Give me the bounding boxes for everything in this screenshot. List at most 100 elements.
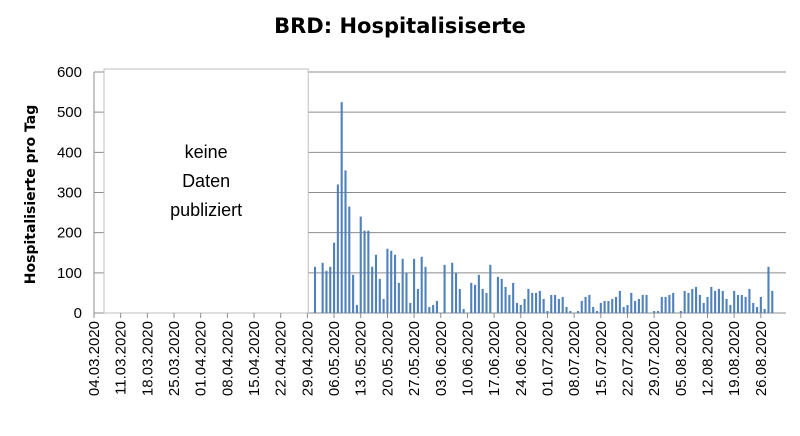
- bar: [378, 278, 381, 313]
- bar: [355, 304, 358, 313]
- no-data-annotation-line: keine: [185, 142, 228, 162]
- bar: [519, 304, 522, 313]
- bar: [576, 310, 579, 313]
- bar: [717, 288, 720, 313]
- bar: [736, 294, 740, 313]
- bar: [706, 296, 709, 313]
- bar: [702, 302, 705, 313]
- bar: [668, 294, 671, 313]
- bar: [458, 288, 461, 313]
- bar: [413, 258, 416, 313]
- bar: [759, 296, 762, 313]
- bar: [615, 296, 618, 313]
- bar: [740, 294, 743, 313]
- bar: [420, 256, 423, 313]
- bar: [390, 250, 393, 313]
- bar: [626, 304, 629, 313]
- bar: [527, 288, 530, 313]
- bar: [721, 290, 724, 313]
- bar: [683, 290, 686, 313]
- bar: [592, 306, 595, 313]
- chart-title: BRD: Hospitalisiserte: [274, 14, 526, 38]
- bar: [333, 242, 336, 313]
- bar: [569, 310, 572, 313]
- bar: [752, 302, 755, 313]
- bar: [363, 230, 366, 313]
- bar: [416, 288, 419, 313]
- bar: [729, 304, 732, 313]
- bar: [698, 294, 701, 313]
- bar: [672, 292, 675, 313]
- bar: [534, 292, 538, 313]
- x-tick-label: 29.07.2020: [646, 321, 663, 396]
- bar: [679, 310, 682, 313]
- bar: [325, 270, 328, 313]
- bar: [714, 290, 717, 313]
- bar: [588, 294, 591, 313]
- bar: [542, 298, 545, 313]
- bar: [474, 284, 477, 313]
- bar: [710, 286, 713, 313]
- x-tick-label: 11.03.2020: [113, 321, 130, 395]
- bar: [550, 294, 553, 313]
- bar: [637, 298, 640, 313]
- bar: [531, 292, 534, 313]
- bar: [744, 296, 747, 313]
- bar: [443, 264, 446, 313]
- bar: [382, 298, 385, 313]
- bar: [691, 288, 694, 313]
- x-tick-label: 05.08.2020: [673, 321, 690, 396]
- x-tick-label: 15.07.2020: [593, 321, 610, 396]
- bar: [622, 306, 625, 313]
- bar: [755, 306, 759, 313]
- y-tick-label: 400: [57, 144, 82, 161]
- bar: [763, 308, 766, 313]
- bar: [405, 272, 408, 313]
- bar: [634, 300, 637, 313]
- x-tick-label: 12.08.2020: [700, 321, 717, 396]
- y-tick-label: 500: [57, 104, 82, 121]
- x-tick-label: 26.08.2020: [753, 321, 770, 396]
- bar: [454, 272, 458, 313]
- bar: [767, 266, 770, 313]
- bar: [687, 292, 690, 313]
- y-tick-label: 0: [74, 305, 82, 322]
- x-tick-label: 22.04.2020: [273, 321, 290, 396]
- bar: [352, 274, 355, 313]
- bar: [477, 274, 480, 313]
- x-tick-label: 13.05.2020: [353, 321, 370, 396]
- no-data-annotation-line: Daten: [182, 171, 230, 191]
- bar: [393, 254, 397, 313]
- bar: [611, 298, 614, 313]
- x-tick-label: 01.07.2020: [539, 321, 556, 396]
- bar: [489, 264, 492, 313]
- bar: [374, 254, 378, 313]
- bar: [386, 248, 389, 313]
- y-tick-label: 300: [57, 185, 82, 202]
- bar: [329, 266, 332, 313]
- bar: [344, 170, 347, 313]
- bar: [603, 300, 606, 313]
- bar: [771, 290, 774, 313]
- bar: [435, 300, 438, 313]
- bar: [485, 292, 488, 313]
- x-tick-label: 29.04.2020: [299, 321, 316, 396]
- x-tick-label: 27.05.2020: [406, 321, 423, 396]
- bar: [561, 296, 564, 313]
- bar: [653, 310, 656, 313]
- bar: [595, 310, 599, 313]
- bar: [496, 276, 499, 313]
- bar: [512, 282, 515, 313]
- bar: [660, 296, 663, 313]
- bar: [451, 262, 454, 313]
- bar: [618, 290, 621, 313]
- bar: [470, 282, 473, 313]
- bar: [336, 184, 339, 313]
- bar: [500, 278, 503, 313]
- bar: [504, 286, 507, 313]
- bar: [664, 296, 667, 313]
- x-tick-label: 24.06.2020: [513, 321, 530, 396]
- bar: [641, 294, 644, 313]
- bar: [557, 298, 560, 313]
